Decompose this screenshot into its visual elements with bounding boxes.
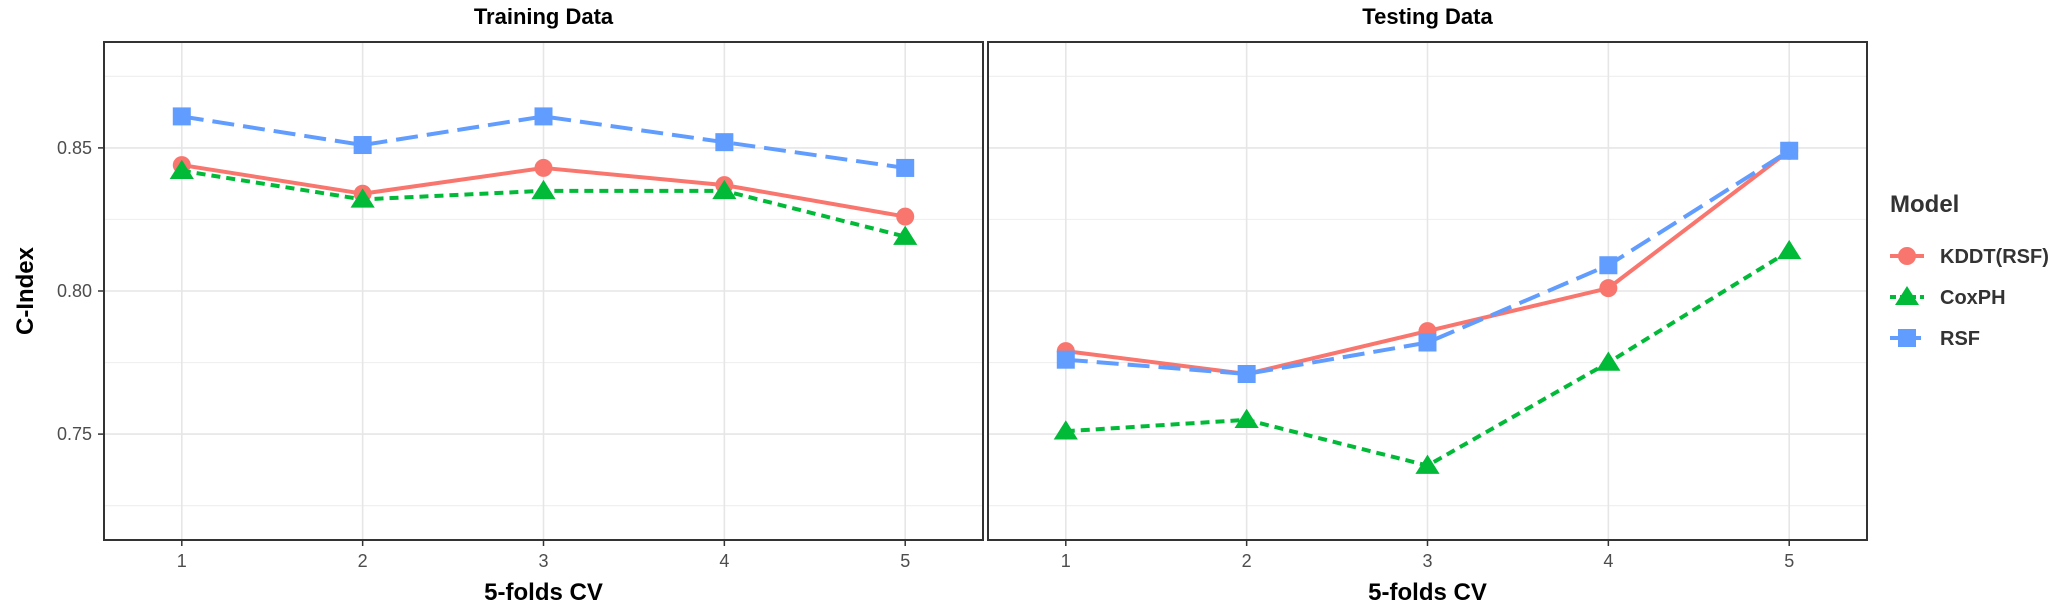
data-point-rsf [1780,141,1799,160]
data-point-coxph [893,225,918,245]
data-point-rsf [353,136,372,155]
data-point-coxph [1234,408,1259,429]
x-tick-label: 4 [1603,551,1613,571]
legend-label-coxph: CoxPH [1940,287,2006,309]
legend-label-kddt-rsf: KDDT(RSF) [1940,246,2049,268]
data-point-rsf [896,158,915,177]
y-tick-label: 0.85 [57,138,92,158]
x-tick-label: 5 [900,551,910,571]
legend-title: Model [1890,191,1959,218]
series-line-rsf [1065,149,1791,376]
data-point-coxph [1777,239,1802,260]
data-point-coxph [712,179,737,200]
data-point-rsf [534,107,553,126]
x-tick-label: 2 [358,551,368,571]
x-tick-label: 5 [1784,551,1794,571]
data-point-kddt-rsf [896,207,915,226]
data-point-coxph [1415,454,1440,474]
x-tick-label: 1 [1061,551,1071,571]
data-point-rsf [172,107,191,126]
legend-marker-coxph [1895,286,1919,305]
data-point-rsf [1237,365,1256,383]
data-point-rsf [1056,350,1075,369]
data-point-rsf [1599,256,1618,275]
x-axis-title: 5-folds CV [484,579,603,606]
legend-label-rsf: RSF [1940,328,1980,350]
x-tick-label: 4 [719,551,729,571]
series-line-rsf [181,114,906,170]
y-tick-label: 0.80 [57,281,92,301]
panel-title: Training Data [474,4,614,29]
y-axis-title: C-Index [12,246,39,335]
x-tick-label: 1 [177,551,187,571]
x-tick-label: 3 [1422,551,1432,571]
data-point-coxph [350,188,375,208]
x-axis-title: 5-folds CV [1368,579,1487,606]
data-point-coxph [169,159,194,180]
x-tick-label: 2 [1242,551,1252,571]
panel-title: Testing Data [1362,4,1493,29]
data-point-kddt-rsf [1599,279,1618,298]
data-point-coxph [531,179,556,200]
data-point-rsf [715,133,734,152]
data-point-kddt-rsf [534,158,553,177]
legend-marker-rsf [1898,329,1916,347]
y-tick-label: 0.75 [57,424,92,444]
x-tick-label: 3 [538,551,548,571]
data-point-rsf [1418,333,1437,352]
data-point-coxph [1053,420,1078,440]
legend-marker-kddt-rsf [1898,247,1916,265]
data-point-coxph [1596,351,1621,371]
